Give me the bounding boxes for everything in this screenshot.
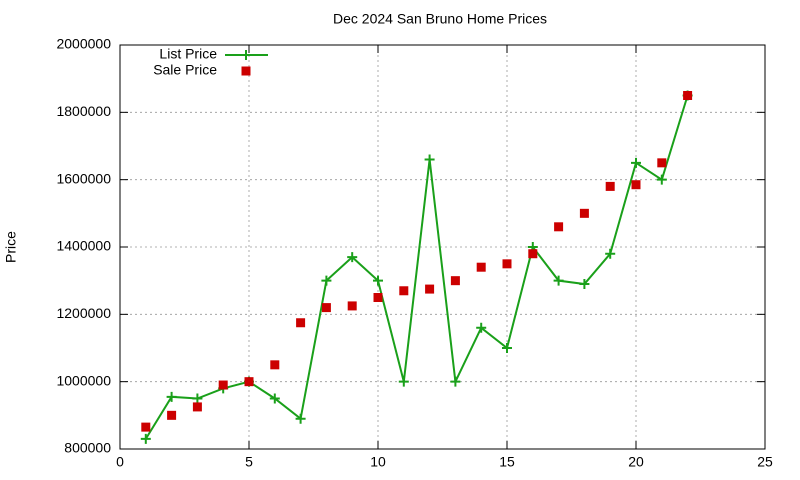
data-point (502, 343, 512, 353)
data-point (554, 222, 564, 232)
data-point (141, 422, 151, 432)
data-point (399, 286, 409, 296)
legend-marker (241, 50, 251, 60)
data-point (450, 276, 460, 286)
chart-title: Dec 2024 San Bruno Home Prices (333, 11, 547, 27)
y-tick-label: 1800000 (56, 103, 111, 119)
legend-label: Sale Price (153, 62, 217, 78)
y-tick-label: 1400000 (56, 238, 111, 254)
data-point (398, 376, 409, 387)
data-point (683, 91, 693, 100)
plot-border (119, 44, 766, 450)
data-point (270, 360, 280, 370)
data-point (269, 393, 280, 404)
data-point (295, 413, 306, 424)
data-point (321, 303, 331, 313)
data-point (553, 275, 564, 286)
data-point (373, 275, 383, 286)
data-point (528, 249, 538, 259)
legend-marker (241, 66, 251, 76)
y-tick-label: 800000 (64, 440, 111, 456)
data-point (167, 410, 177, 420)
y-tick-label: 1000000 (56, 372, 111, 388)
y-tick-label: 1200000 (56, 305, 111, 321)
x-tick-label: 0 (116, 454, 124, 470)
x-tick-label: 10 (370, 454, 386, 470)
data-point (605, 181, 615, 191)
data-point (476, 322, 487, 333)
data-point (502, 259, 512, 269)
data-point (424, 154, 435, 165)
data-point (631, 180, 641, 190)
data-point (657, 158, 667, 168)
data-point (244, 377, 254, 387)
data-point (476, 262, 486, 272)
data-point (296, 318, 306, 328)
x-tick-label: 15 (499, 454, 515, 470)
data-point (450, 376, 461, 387)
data-point (192, 393, 203, 404)
data-point (347, 301, 357, 311)
data-point (425, 284, 435, 294)
data-point (605, 248, 616, 259)
data-point (218, 380, 228, 390)
x-tick-label: 25 (757, 454, 773, 470)
x-tick-label: 20 (628, 454, 644, 470)
data-point (321, 275, 332, 286)
y-tick-label: 2000000 (56, 36, 111, 52)
x-tick-label: 5 (245, 454, 253, 470)
y-tick-label: 1600000 (56, 170, 111, 186)
data-point (347, 252, 358, 263)
legend-label: List Price (159, 46, 217, 62)
data-point (579, 279, 590, 290)
data-point (140, 433, 151, 444)
data-point (631, 157, 641, 168)
data-point (579, 208, 589, 218)
data-point (166, 391, 177, 402)
y-axis-label: Price (3, 231, 19, 263)
data-point (656, 174, 667, 185)
data-point (192, 402, 202, 412)
data-point (373, 293, 383, 302)
series-line (144, 95, 689, 440)
